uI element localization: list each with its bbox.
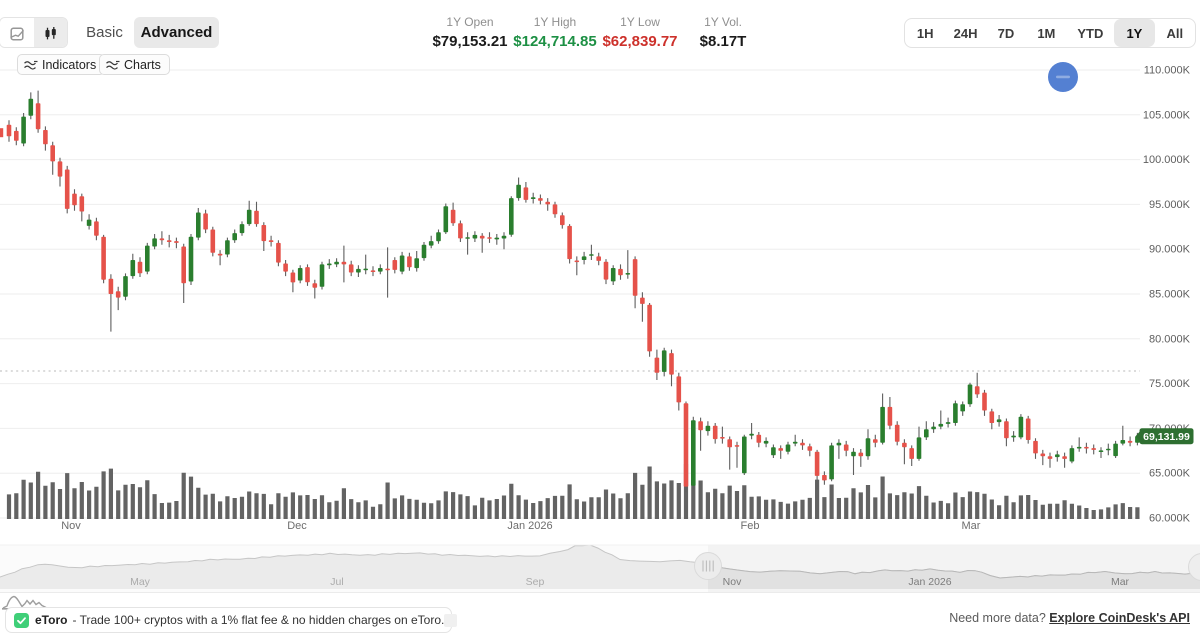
svg-text:Jan 2026: Jan 2026 [908, 576, 951, 588]
svg-text:Sep: Sep [526, 576, 545, 588]
svg-text:90.000K: 90.000K [1149, 244, 1191, 256]
svg-text:Jan 2026: Jan 2026 [507, 520, 552, 532]
svg-text:80.000K: 80.000K [1149, 333, 1191, 345]
svg-text:May: May [130, 576, 151, 588]
svg-text:100.000K: 100.000K [1143, 154, 1191, 166]
svg-text:Nov: Nov [723, 576, 742, 588]
svg-text:60.000K: 60.000K [1149, 513, 1191, 525]
svg-text:110.000K: 110.000K [1144, 65, 1191, 77]
svg-text:65.000K: 65.000K [1149, 468, 1191, 480]
svg-text:Dec: Dec [287, 520, 307, 532]
svg-text:105.000K: 105.000K [1143, 109, 1191, 121]
svg-text:Nov: Nov [61, 520, 81, 532]
svg-text:Mar: Mar [1111, 576, 1130, 588]
svg-text:Jul: Jul [330, 576, 343, 588]
svg-text:Feb: Feb [741, 520, 760, 532]
svg-text:95.000K: 95.000K [1149, 199, 1191, 211]
svg-text:85.000K: 85.000K [1149, 289, 1191, 301]
svg-text:75.000K: 75.000K [1149, 378, 1191, 390]
svg-text:Mar: Mar [962, 520, 981, 532]
svg-text:69,131.99: 69,131.99 [1143, 431, 1190, 443]
